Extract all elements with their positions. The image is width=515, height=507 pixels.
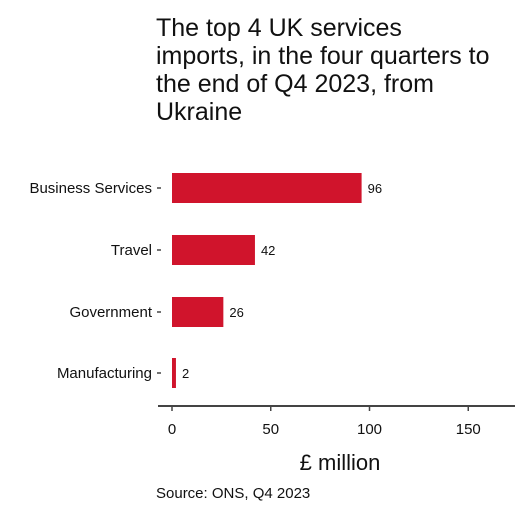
bar-travel bbox=[172, 235, 255, 265]
data-label-business-services: 96 bbox=[368, 181, 382, 196]
category-label-travel: Travel bbox=[111, 242, 152, 259]
bar-manufacturing bbox=[172, 358, 176, 388]
category-label-business-services: Business Services bbox=[29, 180, 152, 197]
bar-business-services bbox=[172, 173, 362, 203]
data-label-government: 26 bbox=[229, 305, 243, 320]
x-tick-label-0: 0 bbox=[168, 421, 176, 438]
category-label-government: Government bbox=[69, 304, 152, 321]
data-label-travel: 42 bbox=[261, 243, 275, 258]
data-label-manufacturing: 2 bbox=[182, 366, 189, 381]
source-note: Source: ONS, Q4 2023 bbox=[156, 485, 311, 502]
chart-title: The top 4 UK services imports, in the fo… bbox=[156, 14, 490, 126]
x-axis-title: £ million bbox=[300, 450, 381, 475]
bar-government bbox=[172, 297, 224, 327]
bar-chart: Business Services 96 Travel 42 Government 26 M… bbox=[29, 173, 515, 475]
x-tick-label-50: 50 bbox=[262, 421, 279, 438]
x-tick-label-150: 150 bbox=[456, 421, 481, 438]
x-tick-label-100: 100 bbox=[357, 421, 382, 438]
category-label-manufacturing: Manufacturing bbox=[57, 365, 152, 382]
